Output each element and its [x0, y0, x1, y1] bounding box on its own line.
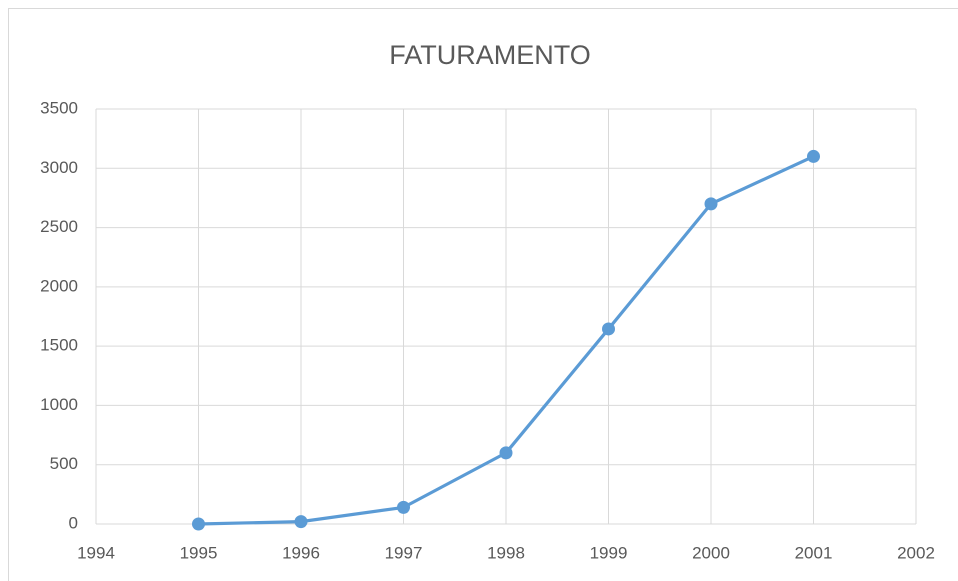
y-tick-label: 0: [69, 513, 78, 532]
y-tick-label: 1000: [40, 395, 78, 414]
y-tick-label: 3000: [40, 158, 78, 177]
data-point: [704, 197, 718, 211]
y-tick-label: 500: [50, 454, 78, 473]
chart-title: FATURAMENTO: [389, 40, 591, 70]
x-tick-label: 2002: [897, 543, 935, 562]
x-tick-label: 1995: [180, 543, 218, 562]
x-tick-label: 2000: [692, 543, 730, 562]
x-tick-label: 1999: [590, 543, 628, 562]
x-tick-label: 1996: [282, 543, 320, 562]
data-point: [192, 517, 205, 531]
y-tick-label: 2000: [40, 276, 78, 295]
y-tick-label: 1500: [40, 336, 78, 355]
data-point: [602, 322, 615, 336]
data-point: [807, 149, 820, 163]
x-tick-label: 1998: [487, 543, 525, 562]
y-tick-label: 3500: [40, 98, 78, 117]
data-point: [294, 515, 308, 529]
x-tick-label: 1994: [77, 543, 115, 562]
data-point: [499, 446, 513, 460]
y-tick-label: 2500: [40, 217, 78, 236]
chart-border: [8, 8, 958, 581]
x-tick-label: 1997: [385, 543, 423, 562]
x-tick-label: 2001: [795, 543, 833, 562]
data-point: [397, 500, 410, 514]
